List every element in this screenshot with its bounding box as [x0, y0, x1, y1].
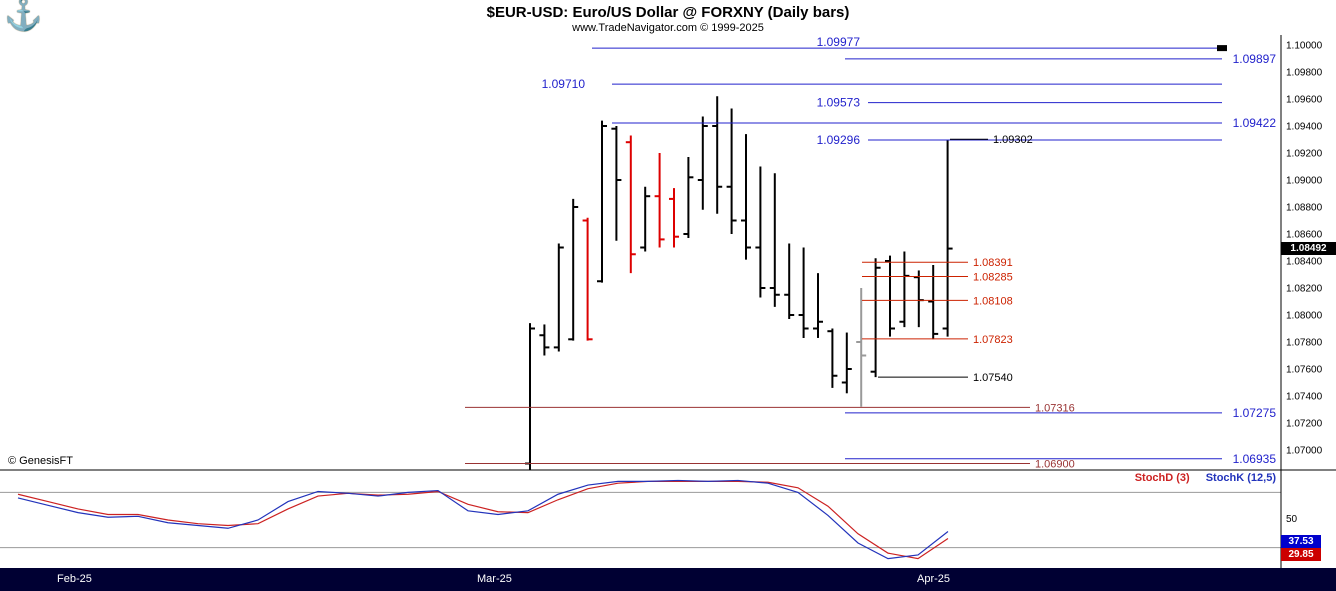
price-axis-tick: 1.09000	[1286, 176, 1323, 187]
stochastic-legend: StochD (3) StochK (12,5)	[1135, 472, 1276, 484]
price-axis-tick: 1.08000	[1286, 311, 1323, 322]
price-axis-tick: 1.07800	[1286, 338, 1323, 349]
level-label: 1.09897	[1233, 52, 1277, 66]
level-label: 1.09977	[817, 35, 861, 49]
price-axis-tick: 1.09200	[1286, 149, 1323, 160]
price-axis-tick: 1.09400	[1286, 122, 1323, 133]
level-label: 1.07275	[1233, 406, 1277, 420]
price-axis-tick: 1.10000	[1286, 41, 1323, 52]
price-axis-tick: 1.09800	[1286, 68, 1323, 79]
level-label: 1.07316	[1035, 402, 1075, 414]
level-label: 1.09296	[817, 133, 861, 147]
date-label-Mar-25: Mar-25	[477, 573, 512, 585]
genesisft-watermark: © GenesisFT	[8, 455, 73, 467]
level-label: 1.09422	[1233, 116, 1277, 130]
price-axis-tick: 1.07600	[1286, 365, 1323, 376]
level-label: 1.07823	[973, 334, 1013, 346]
chart-subtitle: www.TradeNavigator.com © 1999-2025	[572, 22, 764, 34]
level-label: 1.09710	[542, 77, 586, 91]
price-axis-tick: 1.08800	[1286, 203, 1323, 214]
level-label: 1.08285	[973, 272, 1013, 284]
stochd-line[interactable]	[17, 480, 949, 560]
stochd-value-badge: 29.85	[1281, 548, 1321, 561]
stochk-value-badge: 37.53	[1281, 535, 1321, 548]
stoch-50-level-label: 50	[1286, 514, 1298, 525]
price-axis-tick: 1.07200	[1286, 419, 1323, 430]
level-label: 1.06900	[1035, 459, 1075, 471]
price-axis-tick: 1.08600	[1286, 230, 1323, 241]
level-label: 1.09573	[817, 96, 861, 110]
stochk-line[interactable]	[17, 479, 949, 560]
level-line-endcap[interactable]	[1217, 45, 1227, 52]
price-axis-tick: 1.09600	[1286, 95, 1323, 106]
level-label: 1.08391	[973, 257, 1013, 269]
level-label: 1.09302	[993, 134, 1033, 146]
price-axis-tick: 1.08200	[1286, 284, 1323, 295]
last-price-badge: 1.08492	[1281, 241, 1336, 255]
stochd-legend-label[interactable]: StochD (3)	[1134, 472, 1190, 484]
date-axis: Feb-25 Mar-25 Apr-25	[0, 568, 1336, 591]
level-label: 1.07540	[973, 372, 1013, 384]
date-label-Feb-25: Feb-25	[57, 573, 92, 585]
anchor-icon: ⚓	[4, 0, 43, 32]
chart-title: $EUR-USD: Euro/US Dollar @ FORXNY (Daily…	[486, 4, 850, 21]
level-label: 1.08108	[973, 295, 1013, 307]
date-label-Apr-25: Apr-25	[917, 573, 951, 585]
price-axis-tick: 1.07000	[1286, 446, 1323, 457]
price-axis-tick: 1.08400	[1286, 257, 1323, 268]
price-axis-tick: 1.07400	[1286, 392, 1323, 403]
stochk-legend-label[interactable]: StochK (12,5)	[1205, 472, 1276, 484]
level-label: 1.06935	[1233, 452, 1277, 466]
